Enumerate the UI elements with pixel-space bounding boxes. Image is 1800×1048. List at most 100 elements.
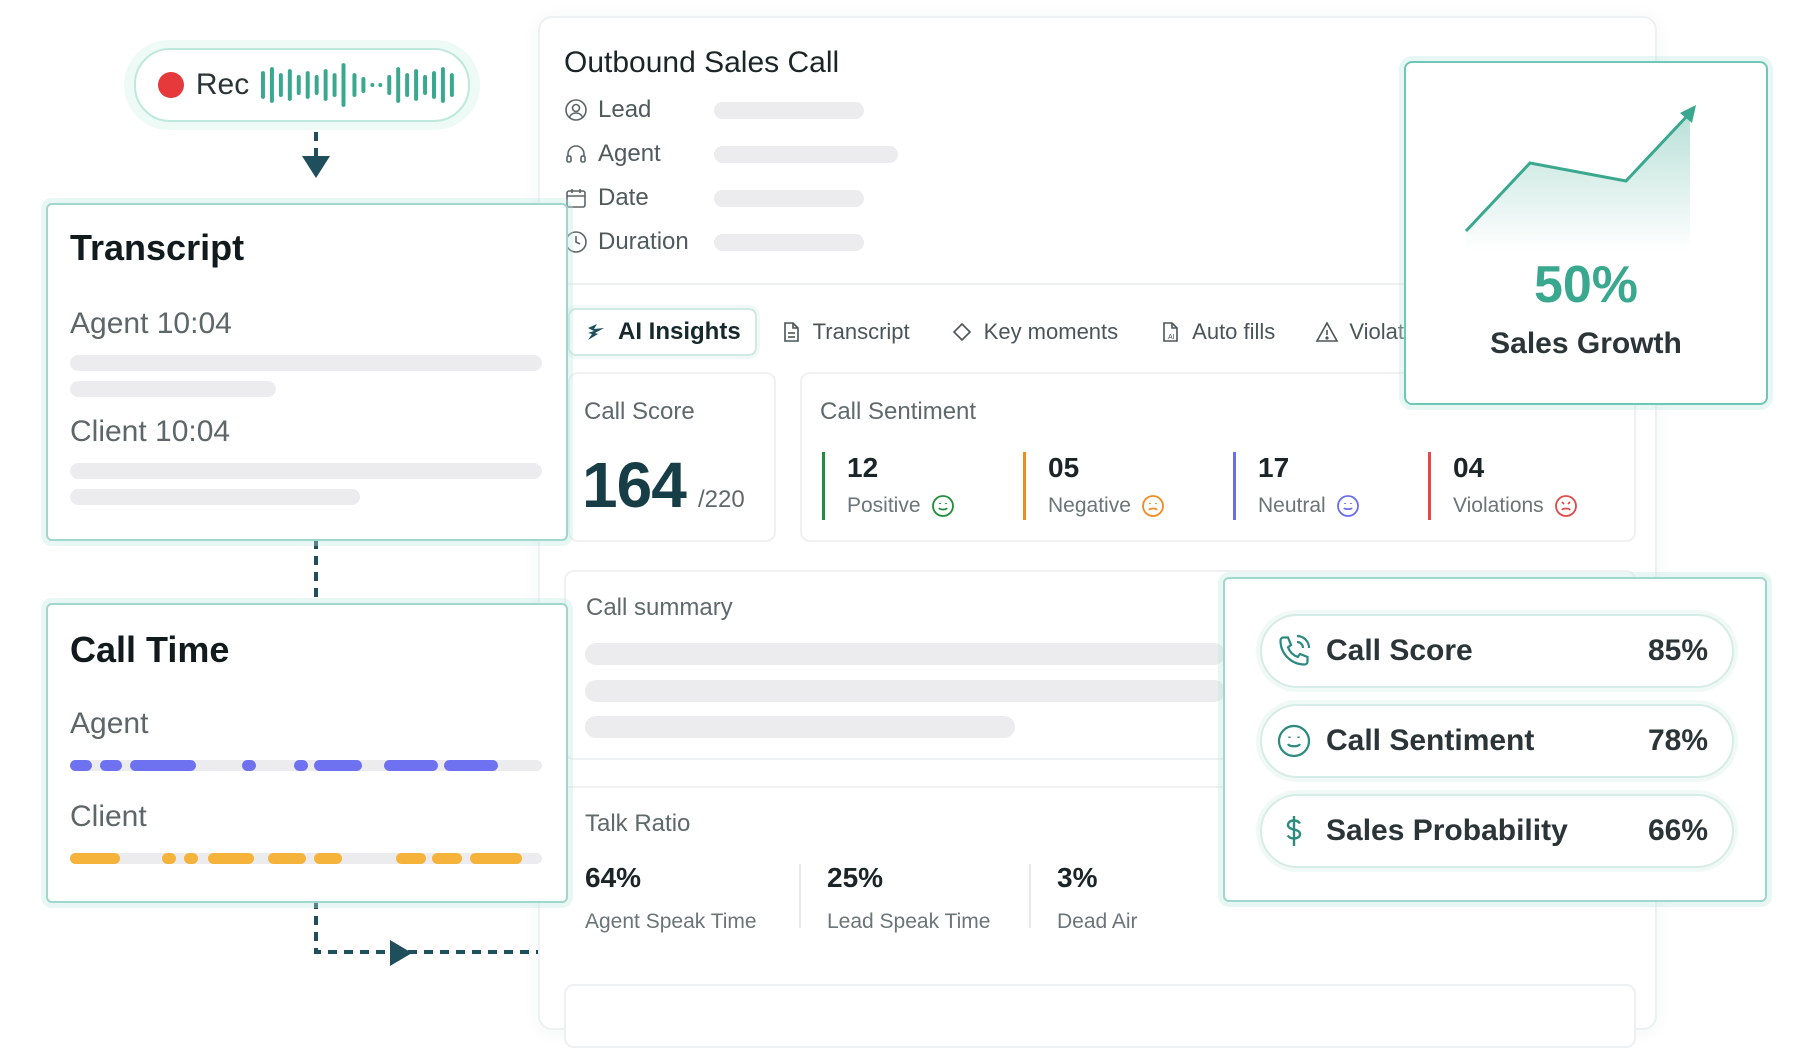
tab-ai-insights-label: AI Insights (618, 318, 741, 345)
insight-tabs: AI Insights Transcript Key moments AI Au… (568, 302, 1444, 362)
agent-speech-segment (444, 760, 498, 771)
metrics-card: Call Score 85% Call Sentiment 78% Sales … (1223, 577, 1767, 902)
client-speech-segment (162, 853, 176, 864)
call-score-label: Call Score (584, 398, 695, 425)
date-value-placeholder (714, 190, 864, 207)
call-score-value: 164 (582, 449, 687, 521)
tab-auto-fills-label: Auto fills (1192, 319, 1276, 344)
meta-agent-label: Agent (598, 140, 661, 167)
recorder-inner: Rec (134, 48, 470, 122)
sales-growth-card: 50% Sales Growth (1404, 61, 1768, 405)
sales-growth-label: Sales Growth (1490, 327, 1682, 360)
transcript-client-line: Client 10:04 (70, 415, 231, 448)
tab-key-moments-label: Key moments (983, 319, 1119, 344)
divider (799, 864, 801, 928)
sentiment-neutral: 17 Neutral (1233, 452, 1360, 520)
summary-line-placeholder (585, 680, 1225, 702)
transcript-line-placeholder (70, 463, 542, 479)
recorder-label: Rec (195, 68, 250, 101)
waveform-icon (261, 63, 455, 107)
warning-icon (1315, 321, 1339, 342)
meta-duration: Duration (564, 228, 689, 256)
recorder-pill[interactable]: Rec (124, 40, 480, 130)
sparkle-icon (588, 324, 604, 340)
user-circle-icon (565, 99, 587, 121)
metric-sales-probability-label: Sales Probability (1326, 814, 1568, 847)
meta-lead: Lead (564, 96, 651, 124)
phone-icon (1279, 634, 1311, 666)
tab-transcript-label: Transcript (812, 319, 910, 344)
record-dot-icon (158, 72, 184, 98)
client-speech-segment (470, 853, 522, 864)
positive-count: 12 (847, 452, 879, 483)
transcript-card: Transcript Agent 10:04 Client 10:04 (46, 203, 568, 541)
agent-speech-segment (130, 760, 196, 771)
neutral-count: 17 (1258, 452, 1290, 483)
headset-icon (566, 145, 586, 163)
frown-icon (1141, 495, 1164, 517)
call-summary-label: Call summary (586, 594, 733, 621)
meta-agent: Agent (564, 140, 661, 168)
call-time-client-label: Client (70, 800, 147, 833)
sales-growth-value: 50% (1533, 256, 1639, 314)
meta-date: Date (564, 184, 649, 212)
client-speech-segment (432, 853, 462, 864)
agent-speak-label: Agent Speak Time (585, 910, 757, 933)
lead-speak-value: 25% (827, 862, 884, 893)
call-score-card: Call Score 164 /220 (568, 372, 776, 542)
duration-value-placeholder (714, 234, 864, 251)
agent-speech-segment (314, 760, 362, 771)
agent-speech-segment (384, 760, 438, 771)
client-speech-segment (70, 853, 120, 864)
metric-call-sentiment[interactable]: Call Sentiment 78% (1260, 704, 1734, 778)
svg-text:AI: AI (1168, 334, 1175, 341)
call-sentiment-label: Call Sentiment (820, 398, 977, 425)
dollar-icon (1286, 816, 1302, 846)
call-time-agent-label: Agent (70, 707, 149, 740)
call-score-total: /220 (698, 486, 745, 513)
agent-speak-value: 64% (585, 862, 642, 893)
transcript-line-placeholder (70, 355, 542, 371)
metric-call-score[interactable]: Call Score 85% (1260, 614, 1734, 688)
summary-line-placeholder (585, 643, 1225, 665)
neutral-label: Neutral (1258, 494, 1326, 517)
agent-speech-segment (100, 760, 122, 771)
sentiment-negative: 05 Negative (1023, 452, 1165, 520)
diamond-icon (952, 322, 971, 342)
meta-duration-label: Duration (598, 228, 689, 255)
sentiment-positive: 12 Positive (822, 452, 955, 520)
transcript-line-placeholder (70, 489, 360, 505)
client-timeline (70, 853, 542, 864)
smile-positive-icon (931, 495, 954, 517)
agent-timeline (70, 760, 542, 771)
divider (540, 283, 1650, 285)
tab-transcript[interactable]: Transcript (779, 319, 910, 345)
divider (1029, 864, 1031, 928)
dead-air-value: 3% (1057, 862, 1098, 893)
agent-speech-segment (70, 760, 92, 771)
next-section-card (564, 984, 1636, 1048)
metric-call-sentiment-value: 78% (1647, 724, 1708, 757)
metric-call-score-value: 85% (1647, 634, 1708, 667)
calendar-icon (566, 189, 586, 208)
transcript-title: Transcript (70, 227, 245, 268)
summary-line-placeholder (585, 716, 1015, 738)
client-speech-segment (184, 853, 198, 864)
meta-lead-label: Lead (598, 96, 652, 123)
smile-icon (1277, 724, 1311, 758)
lead-value-placeholder (714, 102, 864, 119)
tab-key-moments[interactable]: Key moments (950, 319, 1119, 345)
metric-sales-probability[interactable]: Sales Probability 66% (1260, 794, 1734, 868)
metric-call-score-label: Call Score (1326, 634, 1473, 667)
agent-speech-segment (294, 760, 308, 771)
tab-ai-insights[interactable]: AI Insights (568, 308, 757, 356)
call-time-card: Call Time Agent Client (46, 603, 568, 903)
metric-call-sentiment-label: Call Sentiment (1326, 724, 1535, 757)
call-time-title: Call Time (70, 629, 230, 670)
ai-document-icon: AI (1163, 322, 1178, 342)
tab-auto-fills[interactable]: AI Auto fills (1158, 319, 1275, 345)
agent-speech-segment (242, 760, 256, 771)
negative-label: Negative (1048, 494, 1131, 517)
client-speech-segment (314, 853, 342, 864)
growth-trend-icon (1464, 105, 1696, 251)
